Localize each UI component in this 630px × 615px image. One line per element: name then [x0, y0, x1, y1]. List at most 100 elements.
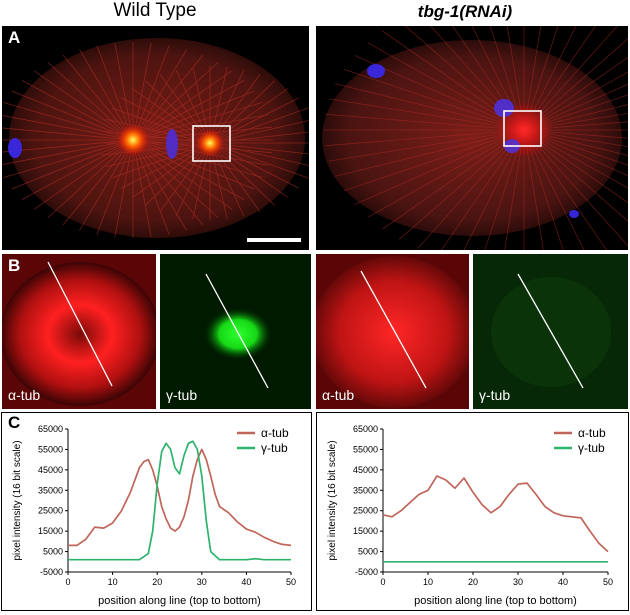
microtubule-ray: [328, 129, 525, 162]
microtubule-ray: [209, 142, 309, 179]
microtubule-ray: [523, 56, 628, 131]
microtubule-ray: [209, 142, 289, 198]
microtubule-ray: [3, 139, 134, 178]
microtubule-ray: [132, 139, 204, 226]
y-tick-label: -5000: [355, 567, 378, 577]
x-tick-label: 20: [152, 577, 162, 587]
microtubule-ray: [523, 129, 628, 139]
microtubule-ray: [209, 80, 275, 144]
series-line-gamma-tub: [68, 440, 291, 561]
panel-b-wt-gamma-tub: γ-tub: [160, 254, 311, 409]
y-tick-label: 55000: [38, 444, 63, 454]
wild-type-embryo-micrograph: [2, 26, 309, 250]
y-tick-label: 25000: [353, 506, 378, 516]
microtubule-ray: [382, 129, 525, 230]
microtubule-ray: [325, 129, 525, 147]
microtubule-ray: [354, 129, 525, 205]
x-tick-label: 30: [197, 577, 207, 587]
chart-rnai: 65000 55000 45000 35000 25000 15000 5000 -50000…: [327, 424, 613, 607]
chart-wild-type: 65000 55000 45000 35000 25000 15000 5000 -50000…: [12, 424, 296, 607]
microtubule-ray: [21, 79, 134, 141]
wt-alpha-tub-label: α-tub: [8, 387, 41, 403]
microtubule-ray: [325, 113, 525, 131]
microtubule-ray: [523, 129, 628, 177]
series-line-alpha-tub: [68, 448, 292, 547]
microtubule-ray: [523, 129, 628, 156]
x-tick-label: 50: [603, 577, 613, 587]
microtubule-ray: [132, 45, 170, 141]
microtubule-ray: [114, 42, 134, 141]
microtubule-ray: [62, 139, 134, 226]
rnai-alpha-tub-zoom: [316, 254, 469, 409]
wt-alpha-tub-zoom: [2, 254, 156, 409]
microtubule-ray: [523, 129, 628, 166]
microtubule-ray: [132, 114, 269, 141]
legend-entry: α-tub: [261, 426, 289, 440]
y-tick-label: 15000: [353, 526, 378, 536]
y-tick-label: 65000: [353, 424, 378, 434]
rnai-embryo-micrograph: [316, 26, 628, 250]
microtubule-ray: [132, 139, 245, 201]
microtubule-ray: [132, 102, 263, 141]
y-tick-label: 25000: [38, 506, 63, 516]
microtubule-ray: [159, 74, 211, 144]
microtubule-ray: [79, 139, 134, 231]
panel-a-wild-type-image: A: [2, 26, 309, 250]
wt-gamma-tub-zoom: [160, 254, 311, 409]
legend-entry: γ-tub: [261, 441, 288, 455]
microtubule-ray: [21, 139, 134, 201]
y-tick-label: -5000: [40, 567, 63, 577]
microtubule-ray: [132, 139, 170, 235]
y-tick-label: 45000: [353, 465, 378, 475]
microtubule-ray: [145, 80, 211, 144]
microtubule-ray: [101, 142, 211, 156]
microtubule-ray: [209, 74, 261, 144]
microtubule-ray: [3, 102, 134, 141]
chart-rnai-box: 65000 55000 45000 35000 25000 15000 5000 -5000 0…: [316, 412, 629, 611]
x-tick-label: 0: [380, 577, 385, 587]
y-tick-label: 55000: [353, 444, 378, 454]
microtubule-ray: [209, 120, 309, 144]
microtubule-ray: [523, 112, 628, 131]
microtubule-ray: [343, 129, 525, 192]
microtubule-ray: [132, 139, 187, 231]
microtubule-ray: [132, 139, 263, 178]
panel-letter-a: A: [8, 28, 21, 47]
panel-letter-b: B: [8, 256, 21, 275]
microtubule-ray: [328, 98, 525, 131]
x-tick-label: 30: [513, 577, 523, 587]
wt-gamma-tub-label: γ-tub: [166, 387, 198, 403]
microtubule-ray: [367, 42, 525, 131]
microtubule-ray: [79, 49, 134, 141]
panel-b-rnai-gamma-tub: γ-tub: [473, 254, 628, 409]
microtubule-ray: [132, 139, 152, 238]
microtubule-ray: [209, 142, 309, 155]
microtubule-ray: [11, 139, 134, 190]
microtubule-ray: [96, 139, 134, 235]
y-tick-label: 45000: [38, 465, 63, 475]
microtubule-ray: [132, 61, 219, 141]
microtubule-ray: [62, 54, 134, 141]
microtubule-ray: [523, 129, 628, 148]
microtubule-ray: [343, 68, 525, 131]
panel-b-rnai-alpha-tub: α-tub: [316, 254, 469, 409]
chart-wild-type-box: 65000 55000 45000 35000 25000 15000 5000 -5000 0…: [1, 412, 312, 611]
y-tick-label: 5000: [43, 547, 63, 557]
microtubule-ray: [209, 131, 309, 144]
microtubule-ray: [132, 90, 255, 141]
microtubule-ray: [145, 142, 211, 206]
x-tick-label: 20: [468, 577, 478, 587]
rnai-alpha-tub-label: α-tub: [322, 387, 355, 403]
microtubule-ray: [335, 83, 525, 131]
microtubule-ray: [523, 129, 628, 189]
y-tick-label: 35000: [353, 485, 378, 495]
x-tick-label: 0: [65, 577, 70, 587]
microtubule-ray: [132, 139, 219, 219]
y-tick-label: 15000: [38, 526, 63, 536]
microtubule-ray: [33, 139, 134, 210]
microtubule-ray: [209, 142, 261, 212]
x-tick-label: 40: [558, 577, 568, 587]
microtubule-ray: [132, 54, 204, 141]
panel-b-wt-alpha-tub: B α-tub: [2, 254, 156, 409]
microtubule-ray: [47, 61, 134, 141]
